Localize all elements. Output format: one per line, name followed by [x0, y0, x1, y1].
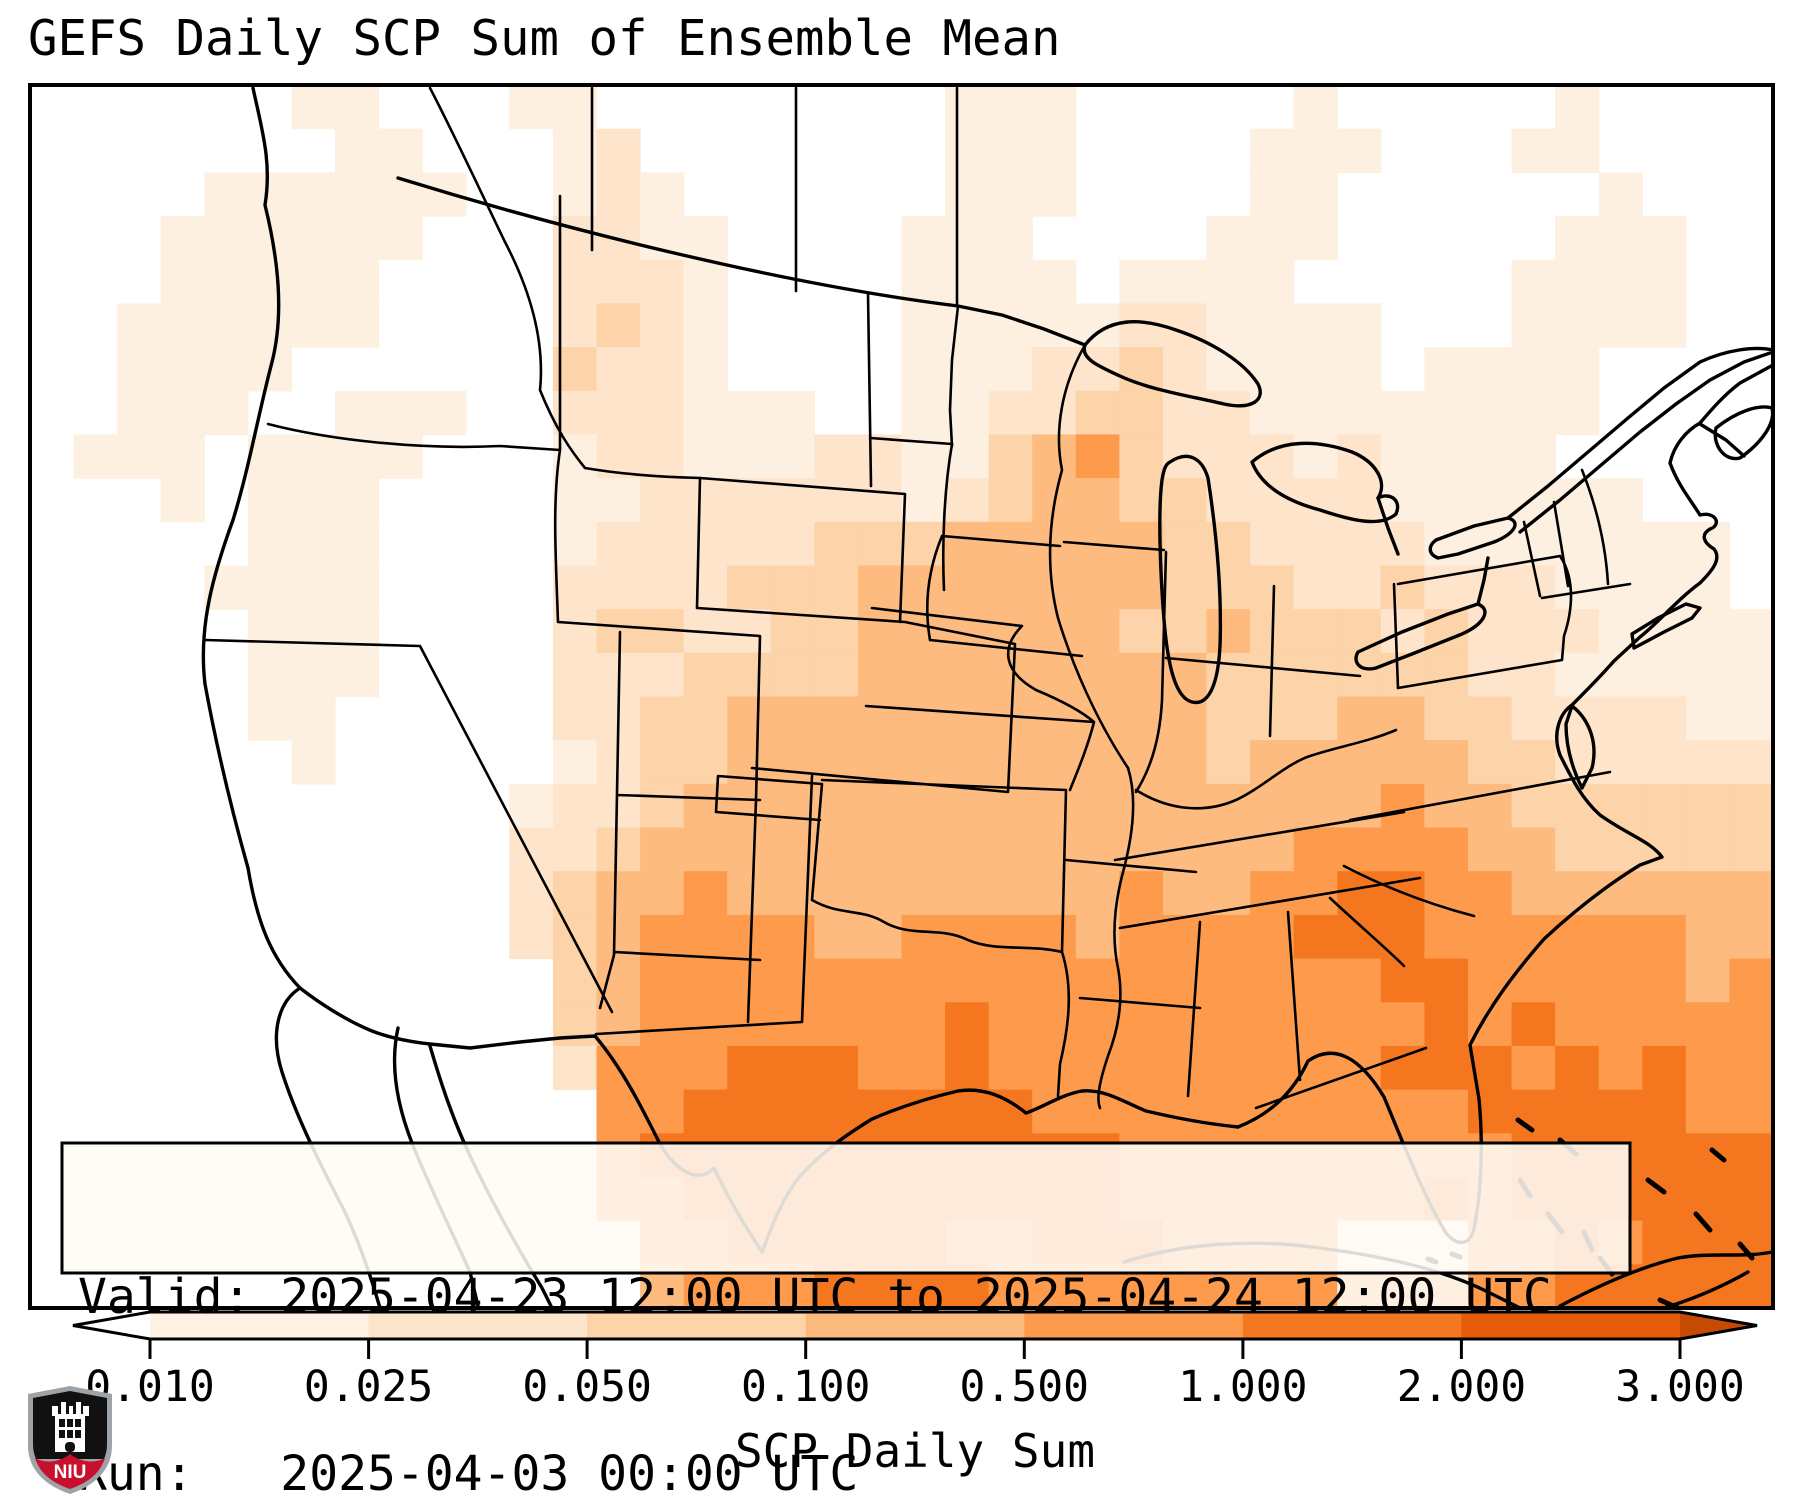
delmarva-peninsula	[1564, 704, 1596, 790]
colorbar-segment	[805, 1312, 1025, 1339]
colorbar-segment	[587, 1312, 807, 1339]
niu-shield-red-band	[35, 1454, 105, 1489]
lake-ontario	[1428, 516, 1517, 560]
colorbar-tick-label: 0.025	[303, 1362, 434, 1412]
midwest-borders	[926, 304, 1400, 810]
state-borders	[203, 86, 1632, 1110]
south-borders	[1056, 766, 1612, 1110]
colorbar	[72, 1310, 1758, 1359]
colorbar-under-arrow	[73, 1312, 150, 1339]
colorbar-segment	[368, 1312, 588, 1339]
colorbar-tick-label: 0.500	[959, 1362, 1090, 1412]
lake-huron	[1250, 441, 1400, 524]
niu-logo-text: NIU	[54, 1462, 87, 1483]
us-canada-border	[396, 176, 1087, 347]
run-time-text: Run: 2025-04-03 00:00 UTC	[78, 1446, 859, 1500]
chart-title: GEFS Daily SCP Sum of Ensemble Mean	[28, 10, 1061, 67]
colorbar-tick-label: 2.000	[1396, 1362, 1527, 1412]
us-mexico-coastline	[201, 86, 1773, 1254]
west-state-borders	[203, 194, 762, 1014]
st-lawrence-and-maritimes	[1376, 346, 1773, 606]
colorbar-segment	[1242, 1312, 1462, 1339]
colorbar-segment	[150, 1312, 370, 1339]
colorbar-axis-label: SCP Daily Sum	[734, 1424, 1096, 1478]
rockies-plains-borders	[594, 292, 1096, 1036]
info-box-text: Valid: 2025-04-23 12:00 UTC to 2025-04-2…	[78, 1150, 1552, 1500]
colorbar-over-arrow	[1680, 1312, 1757, 1339]
niu-castle-icon	[52, 1402, 89, 1452]
niu-logo: NIU	[28, 1386, 112, 1494]
canada-province-borders	[428, 86, 959, 307]
colorbar-tick-label: 0.050	[522, 1362, 652, 1412]
colorbar-tick-label: 0.100	[740, 1362, 871, 1412]
colorbar-tick-label: 3.000	[1615, 1362, 1745, 1412]
northeast-borders	[1396, 468, 1632, 690]
info-box	[60, 1141, 1632, 1275]
lake-michigan	[1158, 454, 1223, 705]
colorbar-segment	[1024, 1312, 1244, 1339]
valid-time-text: Valid: 2025-04-23 12:00 UTC to 2025-04-2…	[78, 1269, 1552, 1325]
long-island	[1630, 602, 1702, 650]
colorbar-segment	[1461, 1312, 1681, 1339]
scp-heatmap-cells	[73, 85, 1773, 1308]
lake-superior	[1082, 320, 1262, 408]
map-frame	[28, 83, 1775, 1310]
colorbar-tick-label: 1.000	[1178, 1362, 1308, 1412]
